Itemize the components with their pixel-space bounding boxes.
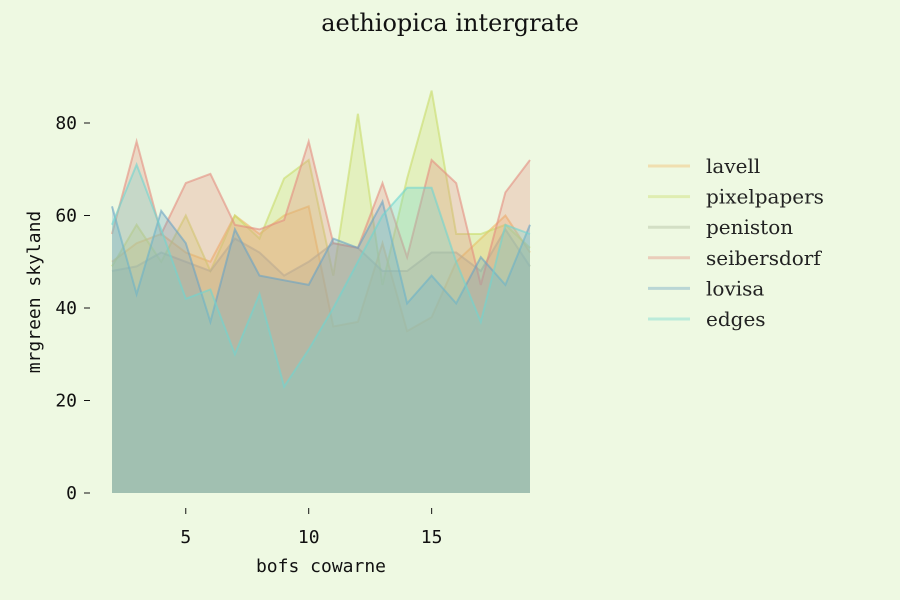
plot-area [111,90,531,494]
series-area-seibersdorf [112,141,530,493]
series-line-peniston [111,227,531,277]
x-tick-label: 15 [421,527,443,548]
chart-title: aethiopica intergrate [321,9,579,37]
y-tick-label: 60 [55,206,77,227]
legend-label-seibersdorf: seibersdorf [706,246,822,270]
series-line-lovisa [111,198,531,326]
series-line-seibersdorf [111,137,531,286]
x-tick-label: 5 [180,527,191,548]
y-tick-label: 20 [55,391,77,412]
series-area-lavell [112,206,530,494]
legend: lavell pixelpapers peniston seibersdorf lovi… [648,154,824,331]
y-tick-label: 40 [55,298,77,319]
y-axis: 0 20 40 60 80 [55,113,90,504]
series-area-lovisa [112,201,530,493]
legend-label-edges: edges [706,307,766,331]
x-axis-label: bofs cowarne [256,556,386,577]
legend-label-pixelpapers: pixelpapers [706,185,824,209]
series-line-pixelpapers [111,90,531,286]
series-line-lavell [111,204,531,333]
legend-label-lovisa: lovisa [706,276,764,300]
series-area-pixelpapers [112,90,530,493]
y-tick-label: 80 [55,113,77,134]
y-tick-label: 0 [66,483,77,504]
legend-label-lavell: lavell [706,154,760,178]
x-axis: 5 10 15 [180,508,442,548]
series-area-edges [112,164,530,493]
legend-label-peniston: peniston [706,215,793,239]
series-line-edges [111,161,531,390]
x-tick-label: 10 [298,527,320,548]
y-axis-label: mrgreen skyland [24,211,45,374]
